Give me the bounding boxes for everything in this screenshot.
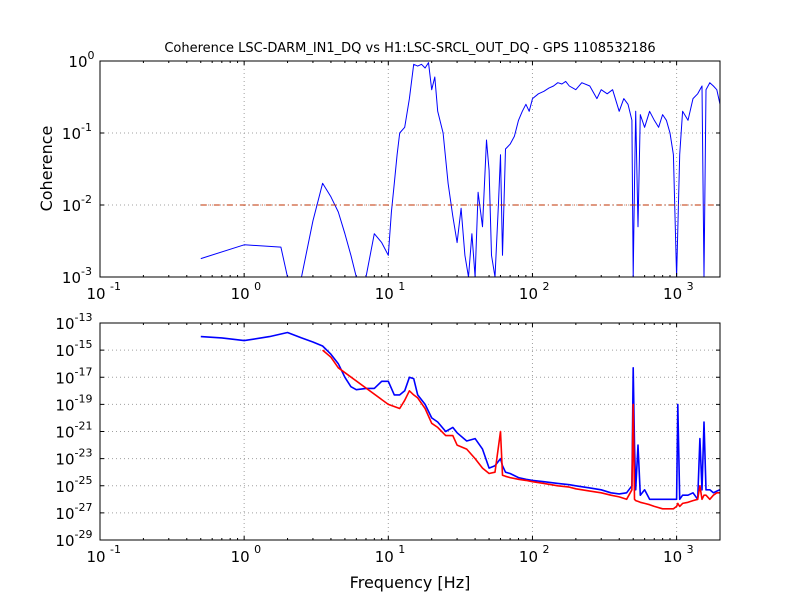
spectrum-x-tick-label: 10 xyxy=(519,548,538,566)
spectrum-x-tick-exponent: 0 xyxy=(254,543,261,556)
spectrum-series-1-line xyxy=(322,349,720,510)
coherence-x-tick-label: 10 xyxy=(86,285,105,303)
spectrum-y-tick-exponent: -25 xyxy=(75,474,93,487)
coherence-plot: 10 -1 10 0 10 1 10 2 10 310 -310 -210 -110 0 xyxy=(62,49,721,303)
coherence-x-tick-exponent: 1 xyxy=(398,280,405,293)
coherence-x-tick-label: 10 xyxy=(231,285,250,303)
spectrum-y-tick-label: 10 xyxy=(55,396,74,414)
spectrum-y-tick-label: 10 xyxy=(55,342,74,360)
spectrum-y-tick-exponent: -15 xyxy=(75,338,93,351)
spectrum-x-tick-exponent: 2 xyxy=(542,543,549,556)
coherence-x-tick-exponent: 2 xyxy=(542,280,549,293)
spectrum-y-tick-exponent: -21 xyxy=(75,420,93,433)
spectrum-x-tick-exponent: 3 xyxy=(687,543,694,556)
spectrum-y-tick-label: 10 xyxy=(55,478,74,496)
coherence-x-tick-exponent: 3 xyxy=(687,280,694,293)
coherence-axes-frame xyxy=(99,60,721,278)
coherence-y-axis-title: Coherence xyxy=(37,126,56,212)
spectrum-x-tick-label: 10 xyxy=(86,548,105,566)
spectrum-y-tick-exponent: -17 xyxy=(75,365,93,378)
spectrum-y-tick-label: 10 xyxy=(55,424,74,442)
spectrum-y-tick-label: 10 xyxy=(55,532,74,550)
frequency-x-axis-title: Frequency [Hz] xyxy=(350,573,471,592)
spectrum-y-tick-label: 10 xyxy=(55,505,74,523)
spectrum-x-tick-label: 10 xyxy=(375,548,394,566)
coherence-x-tick-exponent: -1 xyxy=(110,280,121,293)
coherence-x-tick-label: 10 xyxy=(375,285,394,303)
coherence-y-tick-label: 10 xyxy=(62,125,81,143)
spectrum-y-tick-label: 10 xyxy=(55,369,74,387)
spectrum-y-tick-exponent: -29 xyxy=(75,528,93,541)
coherence-x-tick-label: 10 xyxy=(519,285,538,303)
spectrum-y-tick-exponent: -19 xyxy=(75,392,93,405)
coherence-y-tick-label: 10 xyxy=(62,197,81,215)
coherence-y-tick-label: 10 xyxy=(68,53,87,71)
spectrum-x-tick-exponent: 1 xyxy=(398,543,405,556)
spectrum-y-tick-exponent: -23 xyxy=(75,447,93,460)
coherence-y-tick-exponent: 0 xyxy=(88,49,95,62)
coherence-x-tick-label: 10 xyxy=(663,285,682,303)
spectrum-y-tick-exponent: -27 xyxy=(75,501,93,514)
coherence-x-tick-exponent: 0 xyxy=(254,280,261,293)
coherence-plot-title: Coherence LSC-DARM_IN1_DQ vs H1:LSC-SRCL… xyxy=(164,41,655,56)
spectrum-x-tick-label: 10 xyxy=(663,548,682,566)
spectrum-series-0-line xyxy=(200,331,720,501)
spectrum-y-tick-exponent: -13 xyxy=(75,311,93,324)
spectrum-y-tick-label: 10 xyxy=(55,451,74,469)
coherence-y-tick-exponent: -2 xyxy=(81,193,92,206)
spectrum-x-tick-label: 10 xyxy=(231,548,250,566)
coherence-y-tick-exponent: -3 xyxy=(81,265,92,278)
coherence-y-tick-exponent: -1 xyxy=(81,121,92,134)
spectrum-x-tick-exponent: -1 xyxy=(110,543,121,556)
coherence-y-tick-label: 10 xyxy=(62,269,81,287)
coherence-series-0-line xyxy=(200,62,720,277)
spectrum-y-tick-label: 10 xyxy=(55,315,74,333)
